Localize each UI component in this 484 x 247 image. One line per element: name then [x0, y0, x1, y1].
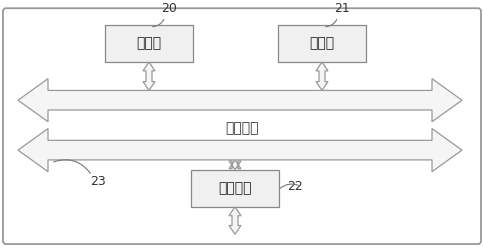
Polygon shape	[229, 207, 241, 234]
Text: 存储器: 存储器	[309, 37, 334, 50]
Polygon shape	[229, 160, 241, 170]
FancyBboxPatch shape	[278, 25, 366, 62]
Polygon shape	[18, 79, 462, 122]
FancyBboxPatch shape	[105, 25, 193, 62]
Text: 23: 23	[90, 175, 106, 188]
Polygon shape	[18, 129, 462, 172]
Text: 通信接口: 通信接口	[218, 181, 252, 195]
Text: 21: 21	[334, 2, 350, 15]
Text: 22: 22	[287, 180, 303, 193]
FancyBboxPatch shape	[191, 170, 279, 207]
Polygon shape	[143, 62, 155, 90]
Text: 20: 20	[161, 2, 177, 15]
Text: 通信总线: 通信总线	[225, 122, 259, 136]
Text: 处理器: 处理器	[136, 37, 162, 50]
FancyBboxPatch shape	[3, 8, 481, 244]
Polygon shape	[316, 62, 328, 90]
